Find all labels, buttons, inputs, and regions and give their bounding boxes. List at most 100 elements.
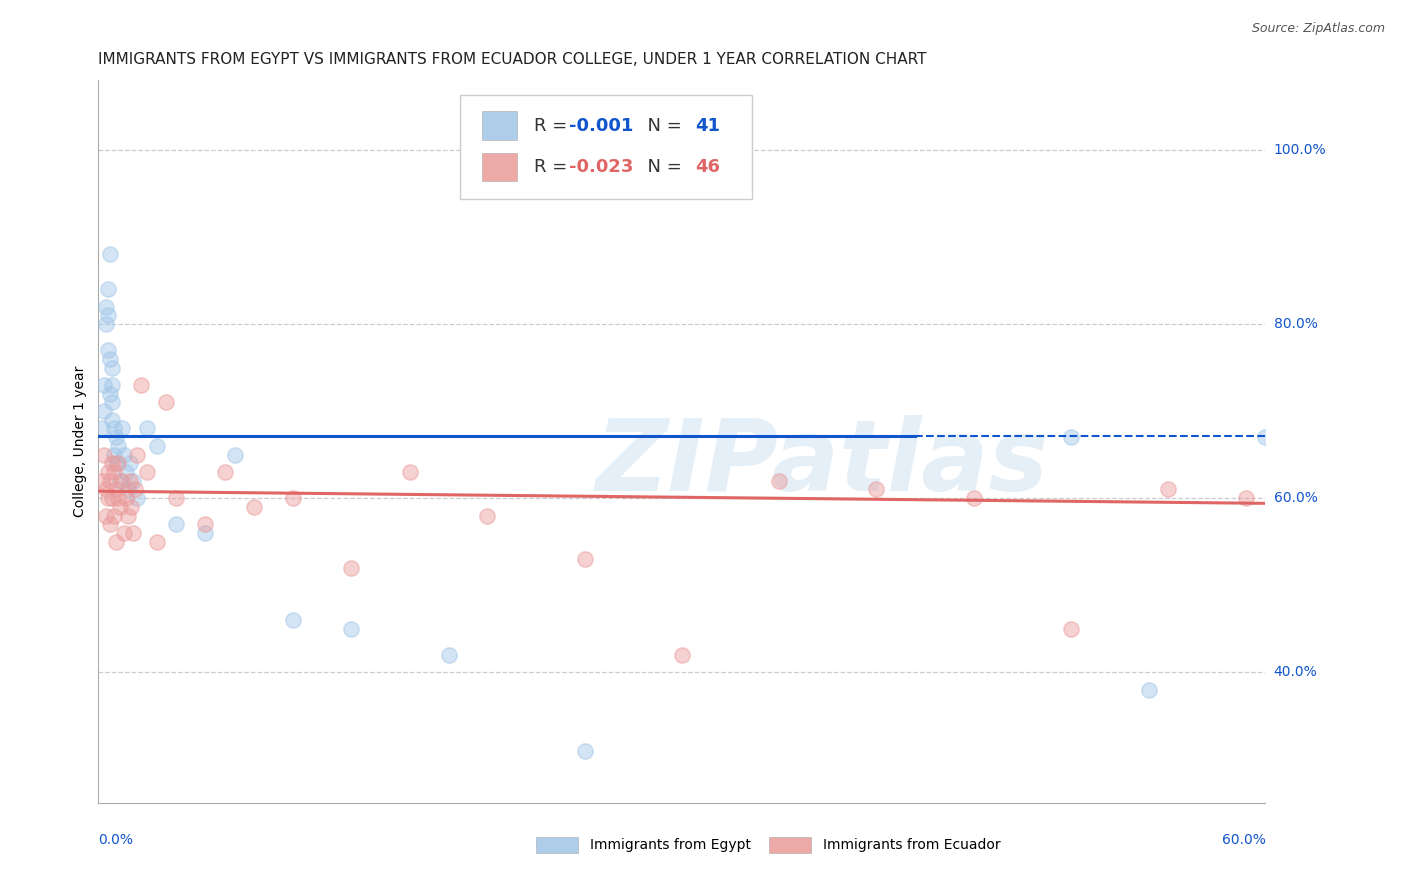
Point xyxy=(243,500,266,514)
Point xyxy=(97,282,120,296)
Point xyxy=(340,561,363,575)
Point xyxy=(574,743,596,757)
Point xyxy=(1137,682,1160,697)
Text: R =: R = xyxy=(534,117,572,135)
Point xyxy=(118,474,141,488)
Point xyxy=(281,613,304,627)
Point xyxy=(108,474,131,488)
Point xyxy=(104,430,127,444)
Point xyxy=(1254,430,1277,444)
Point xyxy=(93,378,115,392)
Point xyxy=(101,360,124,375)
Point xyxy=(114,491,136,505)
Point xyxy=(962,491,984,505)
Point xyxy=(91,474,114,488)
Point xyxy=(118,456,141,470)
Point xyxy=(146,439,169,453)
Point xyxy=(122,525,145,540)
Point xyxy=(97,343,120,358)
Point xyxy=(117,483,139,497)
Point xyxy=(97,308,120,322)
Point xyxy=(101,395,124,409)
Text: 46: 46 xyxy=(695,158,720,176)
Point xyxy=(1157,483,1180,497)
Point xyxy=(129,378,152,392)
Text: N =: N = xyxy=(637,117,688,135)
Point xyxy=(1234,491,1257,505)
Point xyxy=(98,247,121,261)
Point xyxy=(97,491,120,505)
Point xyxy=(1060,622,1083,636)
Point xyxy=(103,421,125,435)
Point xyxy=(127,448,149,462)
Text: Immigrants from Egypt: Immigrants from Egypt xyxy=(589,838,751,852)
Point xyxy=(155,395,177,409)
Point xyxy=(117,508,139,523)
Point xyxy=(671,648,693,662)
Point xyxy=(281,491,304,505)
Point xyxy=(108,500,131,514)
Point xyxy=(101,413,124,427)
FancyBboxPatch shape xyxy=(482,153,517,181)
Point xyxy=(103,508,125,523)
Point xyxy=(112,448,135,462)
Text: IMMIGRANTS FROM EGYPT VS IMMIGRANTS FROM ECUADOR COLLEGE, UNDER 1 YEAR CORRELATI: IMMIGRANTS FROM EGYPT VS IMMIGRANTS FROM… xyxy=(98,52,927,67)
Point xyxy=(98,517,121,532)
Point xyxy=(101,456,124,470)
Point xyxy=(124,483,146,497)
Text: 0.0%: 0.0% xyxy=(98,833,134,847)
Point xyxy=(111,474,134,488)
Point xyxy=(136,421,159,435)
Text: 41: 41 xyxy=(695,117,720,135)
Point xyxy=(1060,430,1083,444)
Text: ZIPatlas: ZIPatlas xyxy=(595,415,1049,512)
Point xyxy=(97,465,120,479)
Point xyxy=(101,491,124,505)
Point xyxy=(398,465,420,479)
Point xyxy=(146,534,169,549)
Point xyxy=(96,508,118,523)
Y-axis label: College, Under 1 year: College, Under 1 year xyxy=(73,366,87,517)
Point xyxy=(107,439,129,453)
Point xyxy=(112,525,135,540)
Text: N =: N = xyxy=(637,158,688,176)
Point xyxy=(122,474,145,488)
Point xyxy=(865,483,887,497)
Point xyxy=(103,448,125,462)
Point xyxy=(98,474,121,488)
Point xyxy=(114,465,136,479)
Point xyxy=(194,517,217,532)
Point xyxy=(194,525,217,540)
Point xyxy=(107,491,129,505)
Point xyxy=(165,517,187,532)
Point xyxy=(104,483,127,497)
Point xyxy=(96,317,118,331)
Point xyxy=(437,648,460,662)
Point xyxy=(340,622,363,636)
Text: Source: ZipAtlas.com: Source: ZipAtlas.com xyxy=(1251,22,1385,36)
Point xyxy=(768,474,790,488)
Point xyxy=(136,465,159,479)
Point xyxy=(98,351,121,366)
Point xyxy=(477,508,499,523)
Text: 100.0%: 100.0% xyxy=(1274,143,1326,157)
Text: -0.023: -0.023 xyxy=(568,158,633,176)
Point xyxy=(127,491,149,505)
Point xyxy=(103,465,125,479)
Point xyxy=(104,456,127,470)
Point xyxy=(98,386,121,401)
Text: 60.0%: 60.0% xyxy=(1222,833,1265,847)
Point xyxy=(121,500,143,514)
Point xyxy=(224,448,246,462)
Text: 60.0%: 60.0% xyxy=(1274,491,1317,505)
Point xyxy=(107,456,129,470)
FancyBboxPatch shape xyxy=(460,95,752,200)
Point xyxy=(93,448,115,462)
FancyBboxPatch shape xyxy=(536,837,578,853)
Point xyxy=(101,378,124,392)
Text: 40.0%: 40.0% xyxy=(1274,665,1317,679)
Text: 80.0%: 80.0% xyxy=(1274,317,1317,331)
Point xyxy=(96,300,118,314)
FancyBboxPatch shape xyxy=(769,837,811,853)
Text: Immigrants from Ecuador: Immigrants from Ecuador xyxy=(823,838,1001,852)
